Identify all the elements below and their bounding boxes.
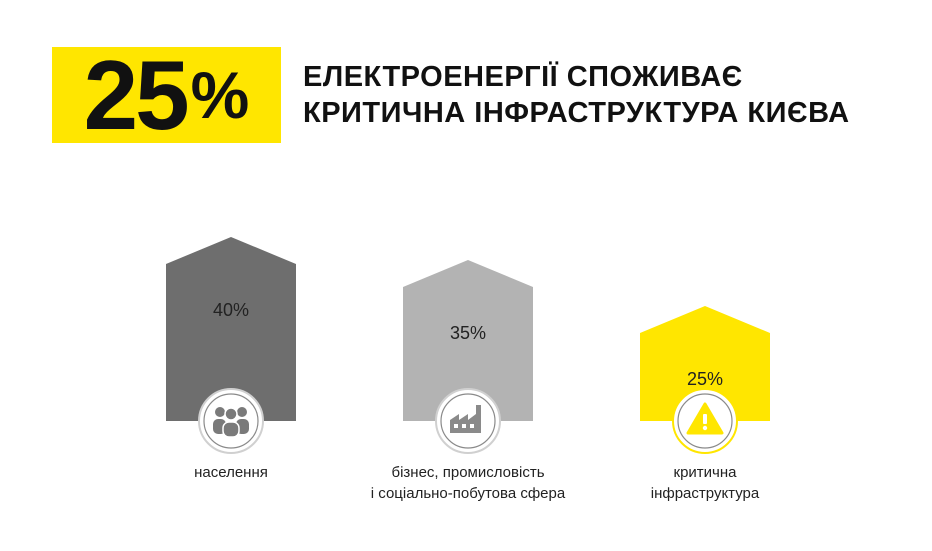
bar-value-label: 25% <box>687 369 723 389</box>
factory-icon <box>435 388 501 454</box>
category-label-line: критична <box>673 464 737 481</box>
headline: ЕЛЕКТРОЕНЕРГІЇ СПОЖИВАЄ КРИТИЧНА ІНФРАСТ… <box>303 59 850 131</box>
bar <box>640 306 770 421</box>
bar-group: 40% <box>166 237 296 454</box>
category-label: критична інфраструктура <box>651 462 759 504</box>
big-stat-box: 25% <box>52 40 281 150</box>
category-label: населення <box>194 462 268 483</box>
headline-line-2: КРИТИЧНА ІНФРАСТРУКТУРА КИЄВА <box>303 97 850 129</box>
bar <box>166 237 296 421</box>
bar-value-label: 40% <box>213 300 249 320</box>
bar <box>403 260 533 421</box>
headline-line-1: ЕЛЕКТРОЕНЕРГІЇ СПОЖИВАЄ <box>303 61 743 93</box>
bar-value-label: 35% <box>450 323 486 343</box>
warning-icon <box>672 388 738 454</box>
category-label: бізнес, промисловість і соціально-побутов… <box>371 462 565 504</box>
bar-group: 35% <box>403 260 533 454</box>
category-label-line: інфраструктура <box>650 485 760 502</box>
category-label-line: населення <box>194 464 268 481</box>
big-stat-value: 25 <box>83 40 190 150</box>
category-label-line: бізнес, промисловість <box>391 464 545 481</box>
header: 25% ЕЛЕКТРОЕНЕРГІЇ СПОЖИВАЄ КРИТИЧНА ІНФ… <box>52 40 850 150</box>
people-icon <box>198 388 264 454</box>
category-label-line: і соціально-побутова сфера <box>370 485 566 502</box>
bar-group: 25% <box>640 306 770 454</box>
big-stat-unit: % <box>190 58 250 132</box>
